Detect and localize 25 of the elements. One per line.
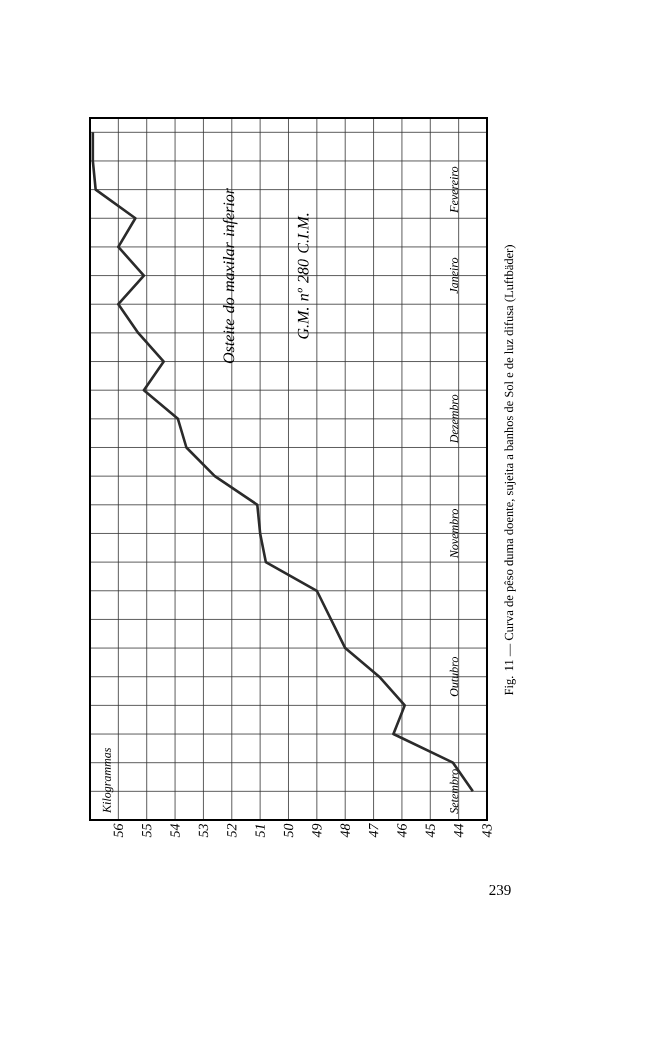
y-tick-label: Outubro <box>449 656 459 697</box>
y-tick-label: Novembro <box>449 509 459 559</box>
annotation: Kilogrammas <box>102 747 114 814</box>
x-tick-label: 51 <box>255 825 265 838</box>
x-tick-label: 56 <box>113 823 124 838</box>
text: Fig. 11 — Curva de pêso duma doente, sujeita a banhos de Sol e de luz difusa (Luftbäder) <box>504 245 516 696</box>
x-tick-label: 44 <box>454 823 464 838</box>
x-tick-label: 54 <box>170 823 180 838</box>
x-tick-label: 46 <box>397 823 407 838</box>
y-tick-label: Dezembro <box>449 394 459 444</box>
x-tick-label: 52 <box>227 823 237 838</box>
annotation: Osteite do maxilar inferior <box>222 187 238 364</box>
x-tick-label: 48 <box>340 823 350 838</box>
y-tick-label: Setembro <box>449 769 459 814</box>
x-tick-label: 47 <box>368 823 379 838</box>
x-tick-label: 55 <box>142 823 152 838</box>
x-tick-label: 53 <box>198 824 209 838</box>
annotation: G.M. nº 280 C.I.M. <box>297 213 309 339</box>
text: 239 <box>489 884 511 896</box>
x-tick-label: 45 <box>425 823 435 838</box>
x-tick-label: 50 <box>283 823 294 838</box>
y-tick-label: Janeiro <box>449 257 459 294</box>
x-tick-label: 43 <box>482 824 492 838</box>
y-tick-label: Fevereiro <box>449 166 459 213</box>
x-tick-label: 49 <box>312 823 322 838</box>
